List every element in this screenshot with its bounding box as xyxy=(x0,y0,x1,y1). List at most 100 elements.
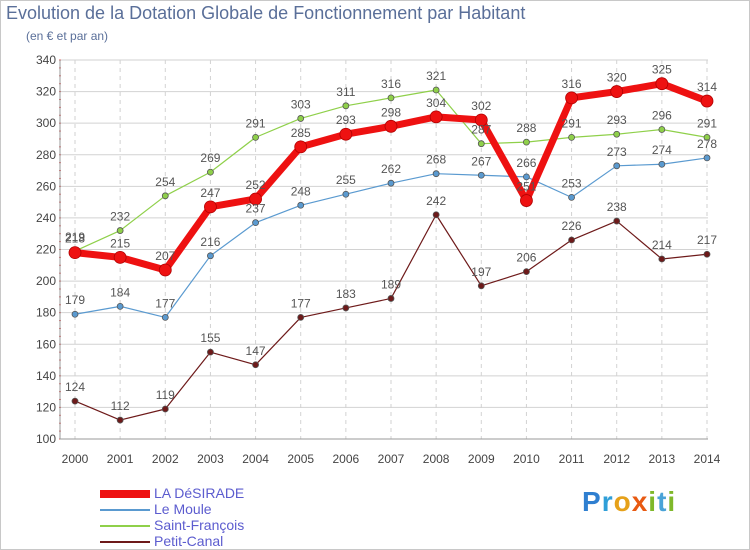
data-label: 112 xyxy=(111,399,130,413)
data-label: 314 xyxy=(697,80,717,94)
data-label: 179 xyxy=(65,293,85,307)
data-label: 293 xyxy=(336,113,356,127)
data-label: 215 xyxy=(110,236,130,250)
data-label: 147 xyxy=(246,344,266,358)
legend-swatch-la-desirade xyxy=(100,490,150,498)
data-point xyxy=(116,416,124,424)
data-point xyxy=(523,173,530,181)
x-tick-label: 2003 xyxy=(197,452,224,466)
data-label: 291 xyxy=(246,116,266,130)
legend-item-la-desirade: LA DéSIRADE xyxy=(100,485,360,502)
data-point xyxy=(71,397,79,405)
proxiti-logo: Proxiti xyxy=(582,486,676,518)
y-tick-label: 300 xyxy=(36,116,56,130)
legend-label-la-desirade: LA DéSIRADE xyxy=(154,485,245,501)
data-point xyxy=(113,250,127,264)
logo-letter: i xyxy=(667,486,677,517)
data-label: 207 xyxy=(155,249,175,263)
data-label: 287 xyxy=(471,123,491,137)
data-label: 255 xyxy=(336,173,356,187)
x-tick-label: 2011 xyxy=(559,452,585,466)
x-tick-label: 2013 xyxy=(649,452,676,466)
data-label: 155 xyxy=(200,331,220,345)
data-label: 189 xyxy=(381,277,401,291)
data-label: 226 xyxy=(562,219,582,233)
logo-letter: i xyxy=(648,486,658,517)
data-point xyxy=(429,110,443,124)
data-label: 119 xyxy=(156,388,175,402)
data-label: 251 xyxy=(516,180,536,194)
data-point xyxy=(252,361,259,369)
data-point xyxy=(342,304,350,312)
data-point xyxy=(477,140,485,148)
x-tick-label: 2002 xyxy=(152,452,179,466)
data-point xyxy=(432,86,440,94)
chart-title: Evolution de la Dotation Globale de Fonc… xyxy=(6,3,526,23)
data-label: 232 xyxy=(110,210,130,224)
x-tick-label: 2009 xyxy=(468,452,495,466)
y-tick-label: 160 xyxy=(36,337,56,351)
data-point xyxy=(294,140,308,154)
data-point xyxy=(658,160,666,168)
y-tick-label: 100 xyxy=(36,432,56,446)
data-label: 197 xyxy=(471,265,491,279)
logo-letter: r xyxy=(601,486,614,517)
y-tick-label: 340 xyxy=(36,53,56,67)
data-label: 316 xyxy=(381,77,401,91)
data-label: 288 xyxy=(516,121,536,135)
data-point xyxy=(161,314,169,321)
data-point xyxy=(207,348,214,356)
chart-subtitle: (en € et par an) xyxy=(26,29,109,43)
data-point xyxy=(116,227,124,234)
data-point xyxy=(161,405,169,413)
data-point xyxy=(477,282,485,290)
data-point xyxy=(252,219,259,227)
data-point xyxy=(523,138,530,146)
data-label: 237 xyxy=(246,202,266,216)
data-point xyxy=(703,133,711,141)
data-point xyxy=(610,85,624,98)
data-point xyxy=(613,217,621,225)
y-tick-label: 280 xyxy=(36,148,56,162)
data-point xyxy=(116,302,124,310)
data-point xyxy=(342,102,350,110)
x-tick-label: 2007 xyxy=(378,452,405,466)
x-tick-label: 2008 xyxy=(423,452,450,466)
data-label: 296 xyxy=(652,108,672,122)
data-point xyxy=(387,295,395,302)
data-label: 293 xyxy=(607,113,627,127)
data-point xyxy=(477,171,485,179)
data-label: 242 xyxy=(426,194,446,208)
data-point xyxy=(387,94,395,102)
data-label: 304 xyxy=(426,96,446,110)
x-tick-label: 2000 xyxy=(62,452,89,466)
data-point xyxy=(161,192,169,200)
data-label: 273 xyxy=(607,145,627,159)
data-label: 216 xyxy=(200,235,220,249)
x-tick-label: 2006 xyxy=(333,452,360,466)
data-label: 177 xyxy=(291,296,311,310)
data-point xyxy=(207,252,214,260)
data-point xyxy=(207,168,214,176)
data-label: 253 xyxy=(562,176,582,190)
y-tick-label: 180 xyxy=(36,306,56,320)
y-tick-label: 220 xyxy=(36,243,56,257)
data-label: 320 xyxy=(607,71,627,85)
data-point xyxy=(700,94,714,108)
logo-letter: o xyxy=(613,486,632,517)
data-point xyxy=(68,246,82,260)
data-label: 124 xyxy=(65,380,85,394)
data-label: 214 xyxy=(652,238,672,252)
data-label: 218 xyxy=(65,232,85,246)
data-point xyxy=(252,133,259,141)
data-point xyxy=(655,77,669,91)
data-point xyxy=(613,130,621,138)
data-point xyxy=(568,133,575,141)
x-tick-label: 2005 xyxy=(287,452,314,466)
logo-letter: t xyxy=(657,486,668,517)
data-point xyxy=(384,119,398,133)
data-point xyxy=(249,192,262,206)
data-label: 325 xyxy=(652,63,672,77)
data-point xyxy=(339,127,353,141)
data-point xyxy=(658,255,666,263)
